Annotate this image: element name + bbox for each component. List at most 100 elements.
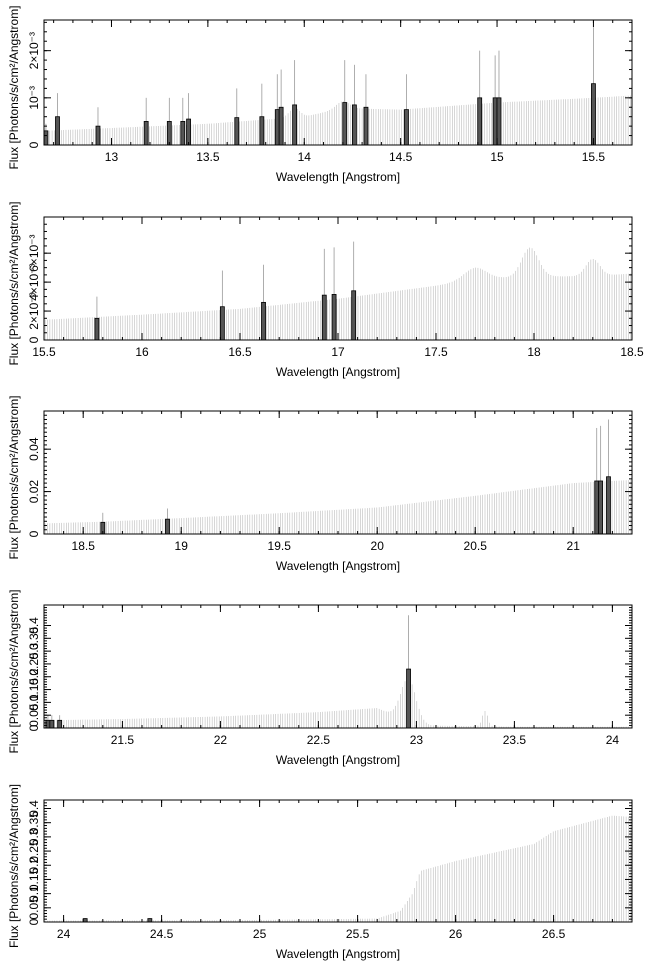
line-bar bbox=[278, 106, 284, 146]
panel-2: 15.5 16 16.5 17 17.5 18 18.5 0 2×10⁻³4×10⁻³6×10⁻… bbox=[7, 201, 644, 379]
x-tick-label: 16.5 bbox=[228, 345, 252, 359]
x-tick-label: 13 bbox=[105, 150, 119, 164]
continuum-series bbox=[44, 247, 632, 340]
line-bar bbox=[331, 294, 337, 341]
y-tick-label: 0 bbox=[27, 141, 41, 148]
continuum-series bbox=[44, 479, 632, 534]
panel-4: 21.5 22 22.5 23 23.5 2400.050.10.150.20.250.3… bbox=[7, 589, 633, 767]
line-series bbox=[94, 241, 357, 341]
y-tick-label: 0.05 bbox=[27, 896, 41, 920]
x-tick-label: 26 bbox=[449, 927, 463, 941]
y-tick-label: 0.04 bbox=[27, 437, 41, 461]
y-tick-label: 0.2 bbox=[27, 668, 41, 685]
x-tick-label: 16 bbox=[135, 345, 149, 359]
y-axis-label: Flux [Photons/s/cm²/Angstrom] bbox=[7, 395, 21, 559]
x-tick-label: 24.5 bbox=[150, 927, 174, 941]
line-bar bbox=[82, 918, 88, 923]
y-axis-label: Flux [Photons/s/cm²/Angstrom] bbox=[7, 201, 21, 365]
x-tick-label: 14 bbox=[298, 150, 312, 164]
y-tick-label: 0.35 bbox=[27, 811, 41, 835]
x-tick-label: 19 bbox=[175, 539, 189, 553]
x-tick-label: 23.5 bbox=[503, 733, 527, 747]
x-tick-label: 20.5 bbox=[464, 539, 488, 553]
line-bar bbox=[143, 121, 149, 146]
line-bar bbox=[274, 109, 280, 146]
y-tick-label: 0.4 bbox=[27, 800, 41, 817]
y-tick-label: 0.3 bbox=[27, 642, 41, 659]
x-tick-label: 26.5 bbox=[542, 927, 566, 941]
line-bar bbox=[406, 668, 411, 729]
x-tick-label: 15 bbox=[490, 150, 504, 164]
x-tick-label: 17.5 bbox=[424, 345, 448, 359]
x-tick-label: 18.5 bbox=[72, 539, 96, 553]
x-tick-label: 25 bbox=[253, 927, 267, 941]
x-tick-label: 18 bbox=[527, 345, 541, 359]
line-bar bbox=[594, 480, 600, 535]
x-tick-label: 18.5 bbox=[620, 345, 644, 359]
y-tick-label: 0.15 bbox=[27, 867, 41, 891]
line-bar bbox=[477, 97, 483, 146]
x-tick-label: 15.5 bbox=[32, 345, 56, 359]
y-tick-label: 0.15 bbox=[27, 678, 41, 702]
plot-frame bbox=[43, 604, 633, 729]
line-bar bbox=[351, 104, 357, 146]
x-axis-label: Wavelength [Angstrom] bbox=[276, 559, 400, 573]
line-bar bbox=[165, 518, 170, 535]
line-bar bbox=[219, 306, 225, 341]
line-bar bbox=[259, 116, 265, 146]
y-tick-label: 0.35 bbox=[27, 626, 41, 650]
line-bar bbox=[234, 117, 240, 146]
y-tick-label: 6×10⁻³ bbox=[27, 234, 41, 271]
x-tick-label: 21.5 bbox=[111, 733, 135, 747]
line-bar bbox=[363, 106, 369, 146]
y-tick-label: 0.02 bbox=[27, 480, 41, 504]
y-tick-label: 10⁻³ bbox=[27, 86, 41, 110]
x-tick-label: 23 bbox=[410, 733, 424, 747]
x-axis-label: Wavelength [Angstrom] bbox=[276, 947, 400, 961]
line-bar bbox=[166, 121, 172, 146]
x-axis-label: Wavelength [Angstrom] bbox=[276, 365, 400, 379]
y-tick-label: 0 bbox=[27, 724, 41, 731]
line-bar bbox=[147, 918, 153, 923]
x-tick-label: 21 bbox=[567, 539, 581, 553]
x-tick-label: 22.5 bbox=[307, 733, 331, 747]
line-bar bbox=[492, 97, 498, 146]
line-bar bbox=[351, 290, 357, 341]
line-bar bbox=[598, 480, 604, 535]
line-bar bbox=[606, 476, 611, 535]
x-tick-label: 17 bbox=[331, 345, 345, 359]
y-axis-label: Flux [Photons/s/cm²/Angstrom] bbox=[7, 784, 21, 948]
x-tick-label: 19.5 bbox=[268, 539, 292, 553]
y-tick-label: 0.1 bbox=[27, 694, 41, 711]
x-tick-label: 24 bbox=[606, 733, 620, 747]
y-axis-label: Flux [Photons/s/cm²/Angstrom] bbox=[7, 589, 21, 753]
y-tick-label: 0.2 bbox=[27, 857, 41, 874]
panel-1: 13 13.5 14 14.5 15 15.5 0 10⁻³ 2×10⁻³ Wavelength … bbox=[7, 5, 633, 184]
continuum-series bbox=[44, 678, 632, 728]
line-bar bbox=[180, 121, 186, 146]
continuum-series bbox=[44, 95, 631, 145]
x-tick-label: 15.5 bbox=[582, 150, 606, 164]
line-bar bbox=[186, 118, 191, 146]
x-axis-label: Wavelength [Angstrom] bbox=[276, 170, 400, 184]
y-axis-label: Flux [Photons/s/cm²/Angstrom] bbox=[7, 5, 21, 169]
y-tick-label: 0.25 bbox=[27, 839, 41, 863]
line-bar bbox=[292, 104, 298, 146]
y-tick-label: 2×10⁻³ bbox=[27, 32, 41, 69]
y-tick-label: 0 bbox=[27, 918, 41, 925]
y-tick-label: 0.1 bbox=[27, 885, 41, 902]
line-bar bbox=[496, 97, 502, 146]
panel-5: 24 24.5 25 25.5 26 26.500.050.10.150.20.250.3… bbox=[7, 784, 633, 961]
y-tick-label: 0.25 bbox=[27, 652, 41, 676]
line-bar bbox=[55, 116, 60, 146]
line-bar bbox=[43, 130, 49, 146]
y-tick-label: 0.3 bbox=[27, 828, 41, 845]
line-bar bbox=[45, 719, 51, 729]
line-bar bbox=[95, 125, 101, 146]
y-tick-label: 4×10⁻³ bbox=[27, 263, 41, 300]
x-tick-label: 13.5 bbox=[196, 150, 220, 164]
continuum-series bbox=[44, 815, 632, 922]
line-bar bbox=[404, 109, 409, 146]
plot-frame bbox=[43, 19, 633, 146]
